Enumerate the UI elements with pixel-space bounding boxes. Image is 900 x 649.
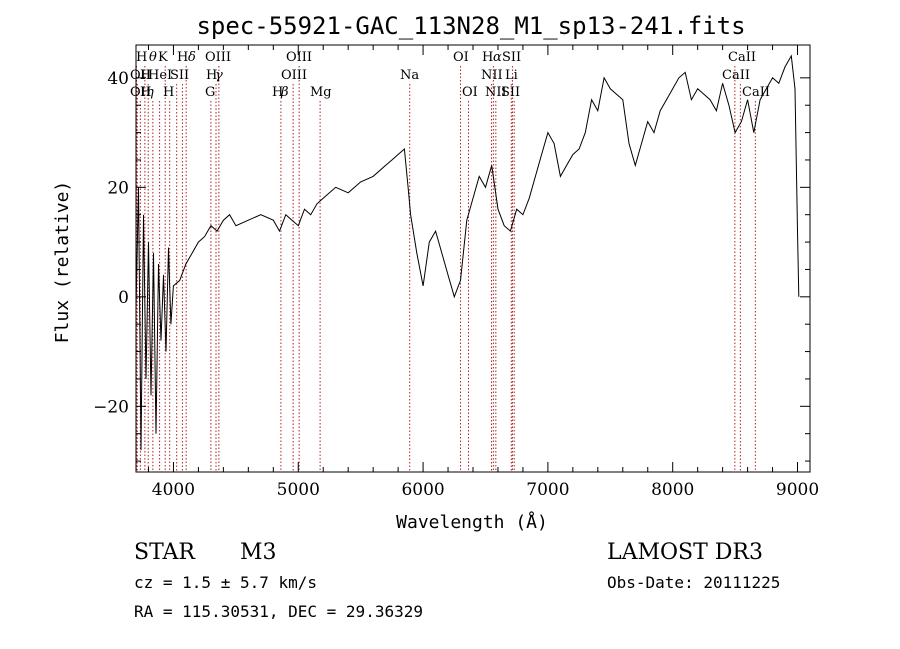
spectral-line-label: CaII	[722, 68, 750, 83]
spectral-line-label: OII	[130, 85, 151, 100]
spectral-line-label: OI	[453, 50, 469, 65]
spectral-line-label: OI	[462, 85, 478, 100]
y-axis: −20 0 20 40	[93, 69, 810, 462]
x-tick-label: 8000	[651, 480, 694, 500]
object-subclass: M3	[240, 540, 277, 565]
y-tick-label: −20	[93, 397, 129, 417]
spectral-line-label: H	[163, 85, 174, 100]
x-axis: 4000 5000 6000 7000 8000 9000	[147, 45, 819, 500]
spectral-line-label: OIII	[286, 50, 312, 65]
x-tick-label: 5000	[277, 480, 320, 500]
spectral-line-label: H	[140, 68, 151, 83]
flux-series-line	[135, 54, 800, 451]
spectral-line-label: η	[146, 85, 154, 100]
y-axis-label: Flux (relative)	[52, 181, 73, 344]
spectral-line-label: OII	[130, 68, 151, 83]
y-tick-label: 40	[107, 69, 129, 89]
spectral-line-label: H	[482, 50, 493, 65]
x-axis-label: Wavelength (Å)	[396, 511, 548, 533]
chart-title: spec-55921-GAC_113N28_M1_sp13-241.fits	[196, 12, 745, 40]
spectral-line-label: OIII	[205, 50, 231, 65]
spectral-line-label: Mg	[310, 85, 332, 100]
spectral-line-label: γ	[215, 68, 223, 83]
spectral-line-label: θ	[149, 50, 157, 65]
observation-date: Obs-Date: 20111225	[607, 573, 781, 592]
spectral-line-label: H	[177, 50, 188, 65]
spectral-line-label: Li	[505, 68, 518, 83]
x-tick-label: 4000	[152, 480, 195, 500]
y-tick-label: 20	[107, 178, 129, 198]
x-tick-label: 9000	[776, 480, 819, 500]
object-class: STAR	[134, 540, 195, 565]
survey-name: LAMOST DR3	[607, 540, 763, 565]
spectral-line-label: SII	[501, 85, 520, 100]
spectral-line-label: H	[206, 68, 217, 83]
coordinates: RA = 115.30531, DEC = 29.36329	[134, 602, 423, 621]
spectral-line-label: K	[158, 50, 168, 65]
spectral-line-label: Na	[400, 68, 419, 83]
spectral-line-label: SII	[170, 68, 189, 83]
spectral-line-label: α	[493, 50, 502, 65]
spectral-line-label: NII	[481, 68, 503, 83]
spectral-line-label: H	[272, 85, 283, 100]
x-tick-label: 6000	[401, 480, 444, 500]
spectral-line-label: CaII	[742, 85, 770, 100]
spectral-line-label: H	[140, 85, 151, 100]
y-tick-label: 0	[118, 288, 129, 308]
spectral-line-label: OIII	[281, 68, 307, 83]
spectral-line-label: CaII	[728, 50, 756, 65]
spectral-line-label: NII	[485, 85, 507, 100]
x-tick-label: 7000	[526, 480, 569, 500]
spectral-line-label: δ	[188, 50, 196, 65]
spectral-line-label: G	[205, 85, 215, 100]
redshift-velocity: cz = 1.5 ± 5.7 km/s	[134, 573, 318, 592]
spectral-line-label: H	[136, 50, 147, 65]
spectral-line-label: SII	[502, 50, 521, 65]
spectral-line-label: HeI	[148, 68, 172, 83]
plot-frame	[135, 44, 811, 473]
spectral-line-label: β	[280, 85, 289, 100]
